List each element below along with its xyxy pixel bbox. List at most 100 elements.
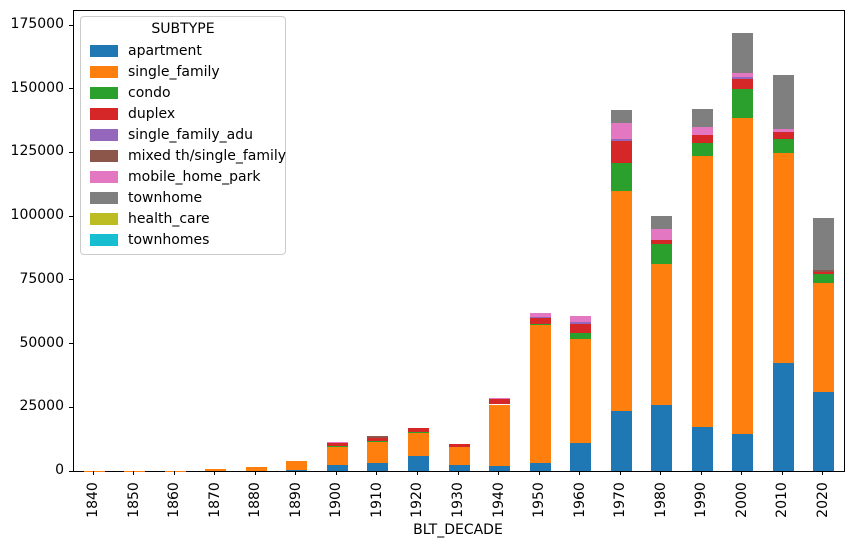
x-tick-label: 1970 — [612, 482, 629, 518]
bar-segment-1910-mixed-th-single-family — [367, 436, 389, 438]
bar-segment-1970-townhome — [610, 110, 632, 123]
bar-segment-1990-mobile-home-park — [691, 126, 713, 136]
x-tick-label: 1960 — [571, 482, 588, 518]
x-tick-mark — [498, 471, 500, 475]
bar-segment-1880-single-family — [245, 467, 267, 471]
x-tick-label: 1860 — [166, 482, 183, 518]
y-tick-mark — [69, 343, 73, 345]
bar-segment-1950-condo — [529, 323, 551, 326]
bar-segment-1930-duplex — [448, 444, 470, 447]
bar-segment-1900-duplex — [326, 443, 348, 447]
bar-segment-2020-duplex — [813, 272, 835, 275]
y-tick-label: 125000 — [10, 143, 64, 160]
x-tick-mark — [214, 471, 216, 475]
x-tick-mark — [92, 471, 94, 475]
bar-segment-2010-condo — [772, 139, 794, 153]
x-tick-mark — [619, 471, 621, 475]
bar-segment-1920-duplex — [407, 427, 429, 432]
y-tick-label: 0 — [55, 462, 64, 478]
legend-item-condo: condo — [81, 82, 285, 103]
y-tick-label: 175000 — [10, 16, 64, 32]
bar-segment-2010-mobile-home-park — [772, 129, 794, 132]
bar-segment-1970-apartment — [610, 411, 632, 471]
bar-segment-1960-condo — [570, 332, 592, 339]
y-tick-label: 150000 — [10, 79, 64, 96]
legend-item-mixed-th-single-family: mixed th/single_family — [81, 145, 287, 166]
x-tick-label: 1880 — [247, 482, 264, 518]
bar-segment-2000-duplex — [732, 79, 754, 90]
bar-segment-2020-mixed-th-single-family — [813, 270, 835, 273]
bar-segment-2020-single-family — [813, 282, 835, 392]
x-tick-label: 2000 — [733, 482, 750, 518]
x-tick-mark — [335, 471, 337, 475]
x-tick-label: 1910 — [368, 482, 385, 518]
bar-segment-2020-condo — [813, 274, 835, 283]
legend-label: mixed th/single_family — [128, 147, 287, 164]
bar-segment-2010-single-family — [772, 152, 794, 363]
legend-title: SUBTYPE — [151, 21, 215, 37]
y-tick-label: 100000 — [10, 207, 64, 224]
bar-segment-1980-single-family — [651, 264, 673, 406]
bar-segment-1970-single-family-adu — [610, 138, 632, 142]
bar-segment-2000-mobile-home-park — [732, 72, 754, 77]
bar-segment-1890-apartment — [286, 469, 308, 471]
x-tick-label: 1950 — [531, 482, 548, 518]
bar-segment-2000-apartment — [732, 434, 754, 471]
x-tick-label: 1990 — [693, 482, 710, 518]
x-tick-mark — [254, 471, 256, 475]
bar-segment-1900-single-family — [326, 447, 348, 465]
bar-segment-1920-condo — [407, 431, 429, 434]
bar-segment-1960-duplex — [570, 323, 592, 333]
y-tick-mark — [69, 24, 73, 26]
bar-segment-1960-single-family — [570, 338, 592, 444]
legend-label: health_care — [128, 210, 210, 227]
legend-label: apartment — [128, 42, 202, 59]
legend-swatch-icon — [90, 233, 118, 246]
legend-swatch-icon — [90, 212, 118, 225]
bar-segment-1990-duplex — [691, 135, 713, 143]
x-tick-label: 1940 — [490, 482, 507, 518]
x-tick-mark — [579, 471, 581, 475]
x-tick-mark — [133, 471, 135, 475]
x-tick-mark — [416, 471, 418, 475]
bar-segment-1860-single-family — [164, 470, 186, 471]
bar-segment-2000-single-family — [732, 117, 754, 435]
x-tick-label: 2010 — [774, 482, 791, 518]
legend-item-health-care: health_care — [81, 208, 285, 229]
bar-segment-1990-condo — [691, 142, 713, 156]
bar-segment-1910-single-family — [367, 442, 389, 464]
legend-item-mobile-home-park: mobile_home_park — [81, 166, 285, 187]
x-tick-label: 1870 — [206, 482, 223, 518]
bar-segment-1970-condo — [610, 162, 632, 191]
bar-segment-1950-mobile-home-park — [529, 312, 551, 317]
x-tick-mark — [376, 471, 378, 475]
legend-swatch-icon — [90, 149, 118, 162]
x-tick-mark — [822, 471, 824, 475]
x-tick-label: 1890 — [287, 482, 304, 518]
bar-segment-2010-apartment — [772, 362, 794, 471]
bar-segment-1950-single-family — [529, 325, 551, 464]
y-tick-label: 50000 — [19, 334, 64, 351]
legend-label: condo — [128, 84, 171, 101]
bar-segment-1870-single-family — [205, 469, 227, 471]
bar-segment-1900-apartment — [326, 464, 348, 471]
bar-segment-1890-single-family — [286, 460, 308, 470]
bar-segment-2020-apartment — [813, 391, 835, 471]
y-tick-mark — [69, 406, 73, 408]
legend-swatch-icon — [90, 107, 118, 120]
x-tick-label: 1930 — [450, 482, 466, 518]
bar-segment-1970-mobile-home-park — [610, 122, 632, 139]
x-tick-mark — [700, 471, 702, 475]
bar-segment-1980-apartment — [651, 405, 673, 471]
x-tick-label: 1840 — [85, 482, 102, 518]
bar-segment-1960-mobile-home-park — [570, 316, 592, 323]
bar-segment-1940-duplex — [489, 398, 511, 405]
bar-segment-1910-duplex — [367, 437, 389, 442]
x-tick-mark — [457, 471, 459, 475]
bar-segment-1990-townhome — [691, 109, 713, 127]
legend-items: apartment single_family condo duplex single_… — [81, 40, 287, 250]
plot-area — [69, 10, 845, 472]
legend-item-townhome: townhome — [81, 187, 285, 208]
bar-segment-2000-single-family-adu — [732, 77, 754, 80]
bar-segment-1990-apartment — [691, 426, 713, 471]
